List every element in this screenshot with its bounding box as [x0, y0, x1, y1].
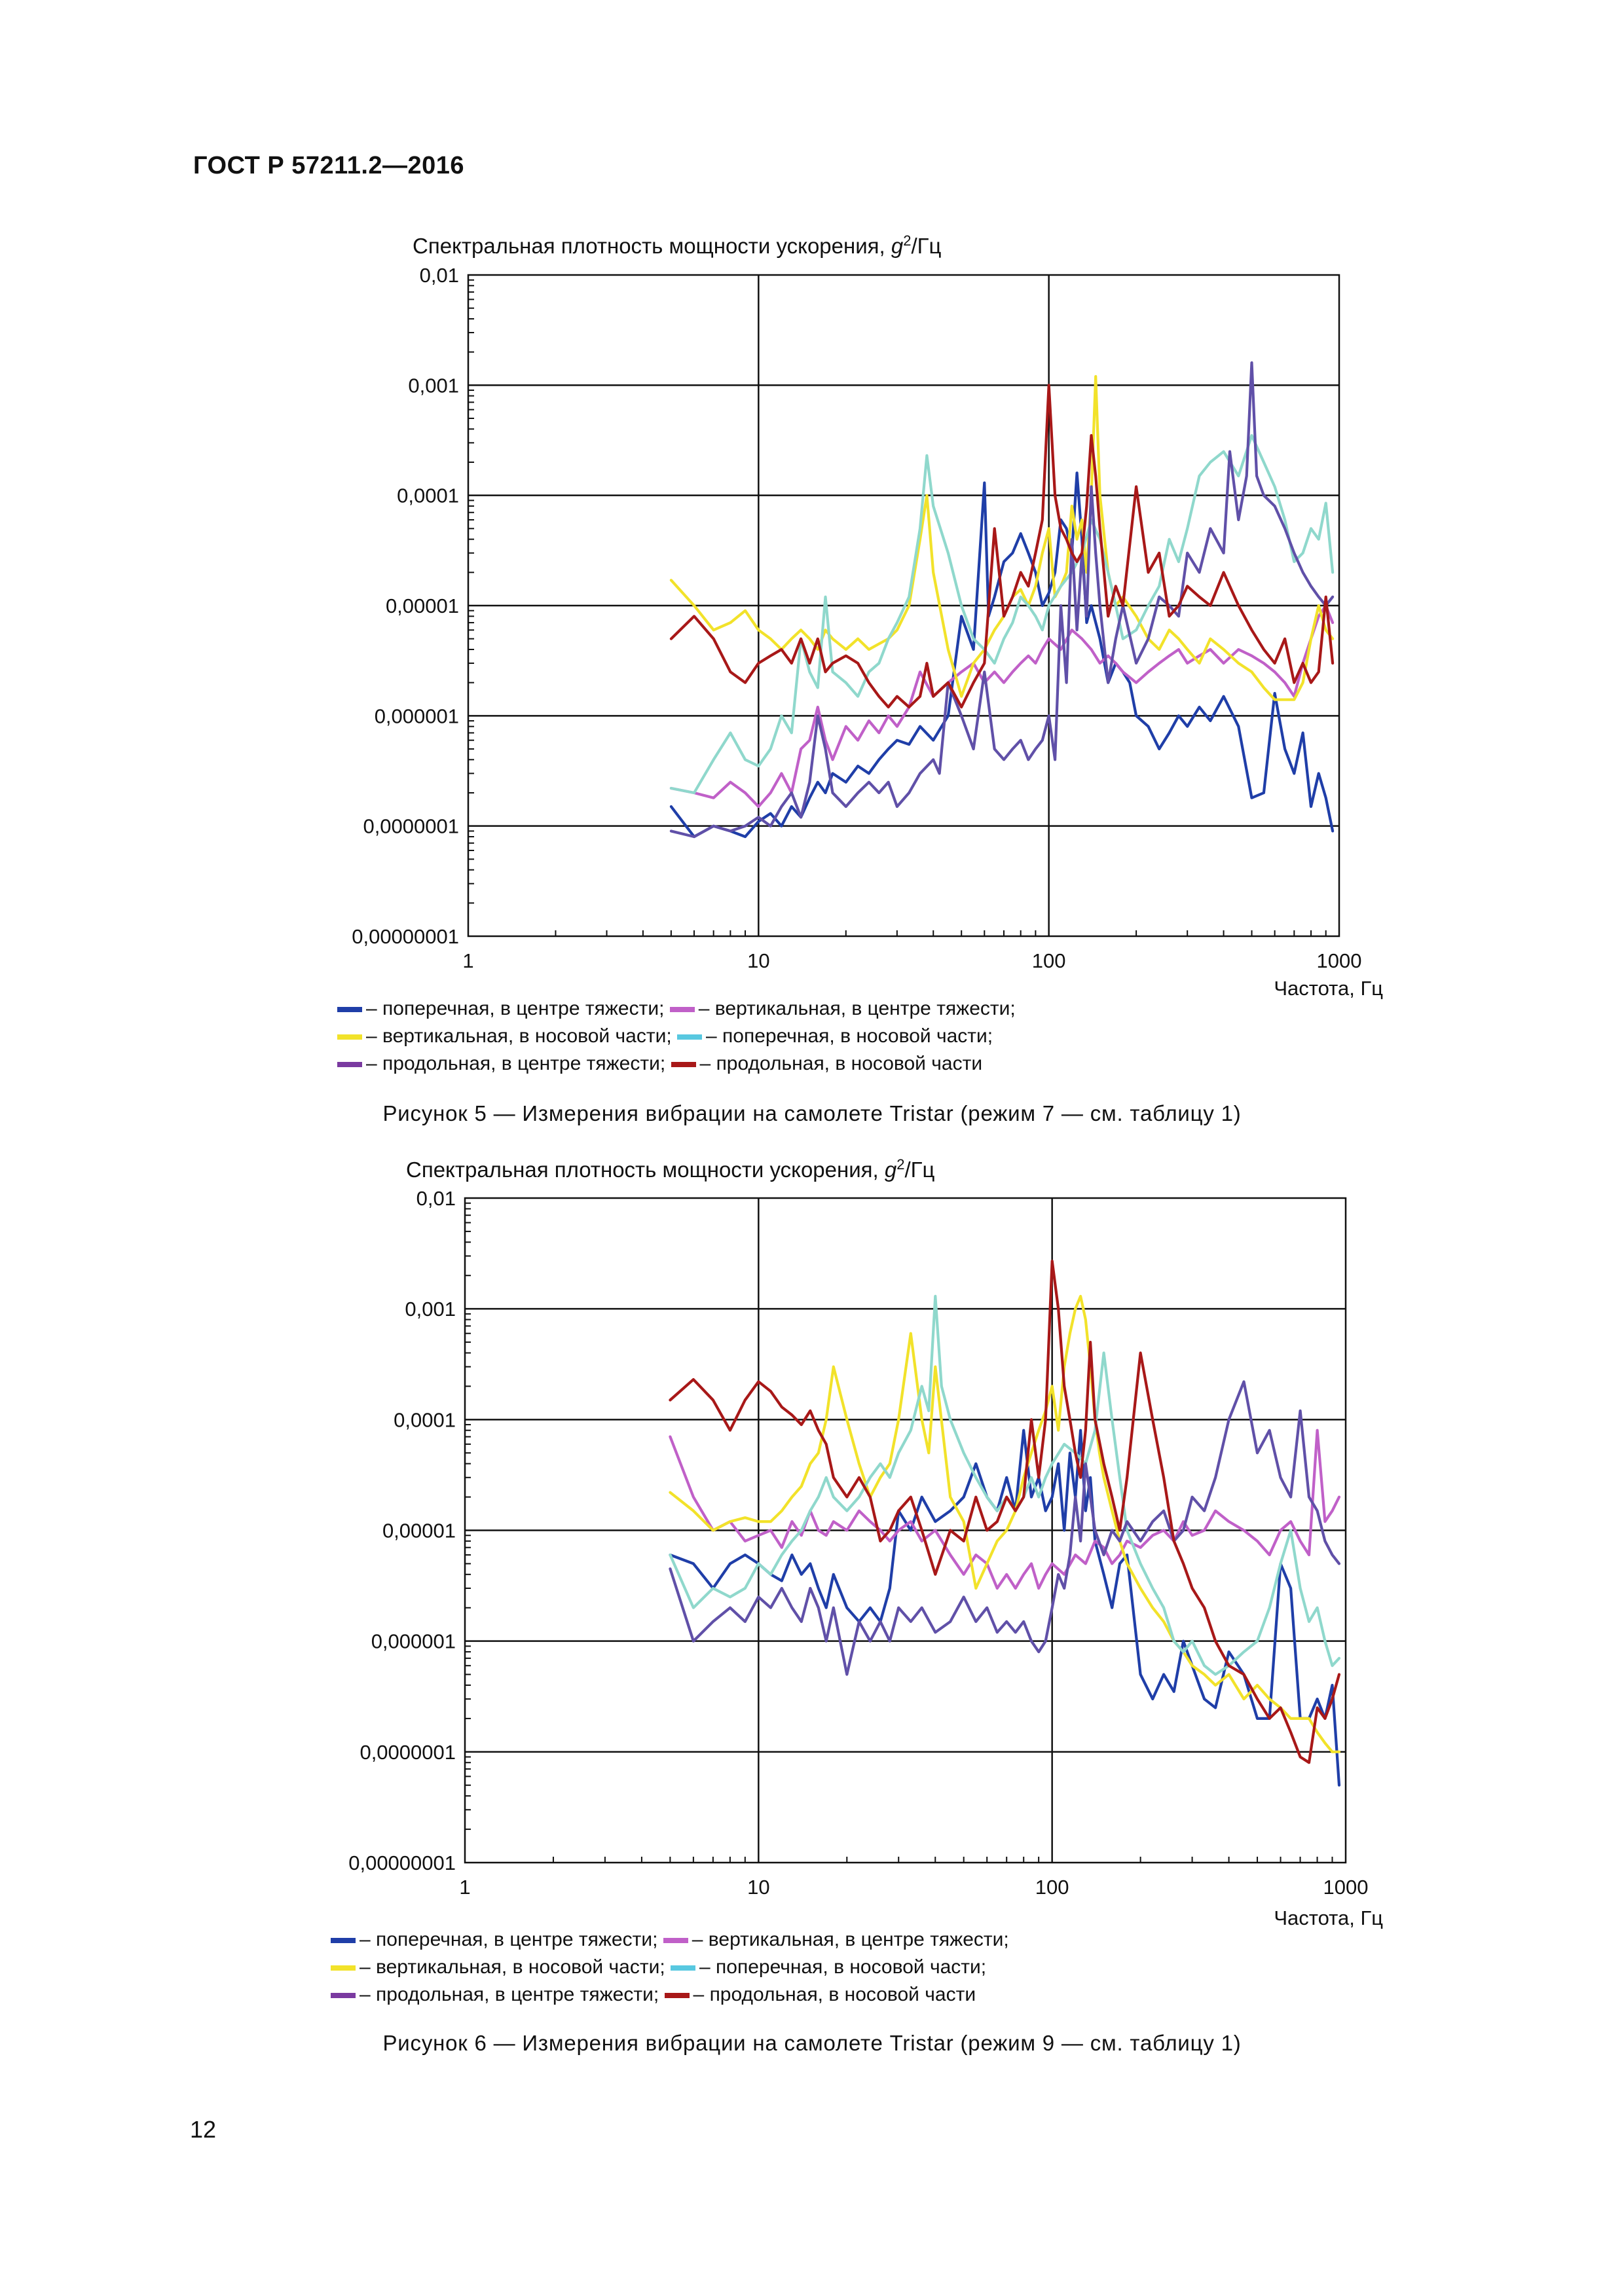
legend-label: – продольная, в носовой части — [699, 1053, 983, 1074]
chart-title: Спектральная плотность мощности ускорени… — [406, 1156, 934, 1182]
x-tick-label: 1000 — [1323, 1876, 1369, 1899]
legend-swatch — [331, 1993, 356, 1999]
legend-swatch — [664, 1993, 690, 1999]
legend-label: – вертикальная, в центре тяжести; — [698, 998, 1016, 1019]
legend-swatch — [677, 1034, 703, 1040]
y-tick-label: 0,0000001 — [363, 815, 459, 838]
legend-item-vertical-nose: – вертикальная, в носовой части; — [331, 1954, 665, 1981]
legend-item-lateral-nose: – поперечная, в носовой части; — [677, 1023, 993, 1050]
y-tick-label: 0,000001 — [375, 704, 459, 727]
y-tick-label: 0,00000001 — [348, 1851, 456, 1874]
legend-item-vertical-nose: – вертикальная, в носовой части; — [337, 1023, 672, 1050]
series-line-5 — [669, 1380, 1341, 1676]
series-line-6 — [669, 1260, 1341, 1764]
series-line-3 — [669, 1294, 1341, 1753]
figure-caption: Рисунок 5 — Измерения вибрации на самоле… — [382, 1101, 1242, 1125]
x-tick-label: 10 — [747, 1876, 769, 1899]
legend-label: – вертикальная, в центре тяжести; — [692, 1929, 1009, 1950]
legend-item-longitudinal-cg: – продольная, в центре тяжести; — [337, 1050, 665, 1078]
legend-item-vertical-cg: – вертикальная, в центре тяжести; — [669, 995, 1016, 1023]
legend-item-lateral-nose: – поперечная, в носовой части; — [671, 1954, 986, 1981]
document-header: ГОСТ Р 57211.2—2016 — [193, 152, 465, 179]
series-line-2 — [669, 604, 1335, 809]
legend: – поперечная, в центре тяжести; – вертик… — [331, 1926, 1009, 2009]
chart-title-unit-suffix: /Гц — [911, 234, 942, 258]
figure-caption: Рисунок 6 — Измерения вибрации на самоле… — [382, 2031, 1242, 2055]
legend-label: – продольная, в центре тяжести; — [366, 1053, 666, 1074]
legend-label: – продольная, в центре тяжести; — [360, 1984, 659, 2005]
x-tick-label: 1000 — [1317, 949, 1362, 972]
series-line-2 — [669, 1429, 1341, 1590]
psd-chart-fig5: 1 10 100 1000 0,00000001 0,0000001 0,000001 0,0… — [352, 264, 1362, 972]
legend-swatch — [337, 1062, 362, 1068]
series-line-1 — [669, 471, 1335, 839]
y-tick-label: 0,0000001 — [360, 1741, 456, 1764]
legend-swatch — [337, 1007, 362, 1013]
y-tick-label: 0,00001 — [386, 594, 459, 617]
page-number: 12 — [190, 2116, 217, 2143]
chart-title-unit-exp: 2 — [896, 1156, 905, 1173]
legend-label: – поперечная, в носовой части; — [706, 1025, 993, 1047]
chart-title: Спектральная плотность мощности ускорени… — [413, 232, 941, 259]
legend-swatch — [671, 1062, 696, 1068]
y-tick-label: 0,000001 — [371, 1630, 456, 1653]
legend-swatch — [663, 1938, 688, 1944]
chart-title-unit-exp: 2 — [903, 232, 912, 249]
legend-label: – поперечная, в центре тяжести; — [366, 998, 665, 1019]
series-line-5 — [669, 361, 1335, 839]
x-tick-label: 1 — [459, 1876, 470, 1899]
y-tick-label: 0,0001 — [394, 1408, 456, 1431]
legend-label: – продольная, в носовой части — [693, 1984, 976, 2005]
chart-title-unit-g: g — [891, 234, 904, 258]
x-axis-label: Частота, Гц — [1274, 977, 1383, 1000]
y-tick-label: 0,00000001 — [352, 925, 459, 948]
chart-title-unit-g: g — [884, 1157, 897, 1182]
chart-title-text: Спектральная плотность мощности ускорени… — [413, 234, 891, 258]
legend-swatch — [671, 1965, 696, 1971]
legend: – поперечная, в центре тяжести; – вертик… — [337, 995, 1016, 1078]
series-line-1 — [669, 1429, 1341, 1787]
legend-label: – вертикальная, в носовой части; — [360, 1956, 665, 1978]
y-tick-label: 0,001 — [405, 1298, 456, 1321]
chart-title-unit-suffix: /Гц — [904, 1157, 935, 1182]
y-tick-label: 0,01 — [416, 1187, 456, 1210]
legend-item-longitudinal-nose: – продольная, в носовой части — [664, 1981, 976, 2009]
legend-item-lateral-cg: – поперечная, в центре тяжести; — [337, 995, 664, 1023]
psd-chart-fig6: 1 10 100 1000 0,00000001 0,0000001 0,000001 0,0… — [348, 1187, 1369, 1899]
legend-swatch — [331, 1965, 356, 1971]
x-tick-label: 100 — [1032, 949, 1066, 972]
legend-swatch — [337, 1034, 362, 1040]
legend-label: – поперечная, в центре тяжести; — [360, 1929, 658, 1950]
x-axis-label: Частота, Гц — [1274, 1906, 1383, 1929]
y-tick-label: 0,00001 — [382, 1520, 456, 1542]
chart-title-text: Спектральная плотность мощности ускорени… — [406, 1157, 885, 1182]
legend-item-longitudinal-nose: – продольная, в носовой части — [671, 1050, 983, 1078]
legend-swatch — [669, 1007, 695, 1013]
x-tick-label: 100 — [1035, 1876, 1069, 1899]
legend-item-longitudinal-cg: – продольная, в центре тяжести; — [331, 1981, 659, 2009]
legend-item-lateral-cg: – поперечная, в центре тяжести; — [331, 1926, 657, 1954]
legend-label: – поперечная, в носовой части; — [699, 1956, 987, 1978]
y-tick-label: 0,01 — [420, 264, 459, 287]
x-tick-label: 10 — [747, 949, 769, 972]
legend-swatch — [331, 1938, 356, 1944]
x-tick-label: 1 — [462, 949, 473, 972]
series-line-6 — [669, 384, 1335, 709]
legend-label: – вертикальная, в носовой части; — [366, 1025, 672, 1047]
y-tick-label: 0,001 — [408, 374, 459, 397]
y-tick-label: 0,0001 — [397, 484, 459, 507]
legend-item-vertical-cg: – вертикальная, в центре тяжести; — [663, 1926, 1009, 1954]
